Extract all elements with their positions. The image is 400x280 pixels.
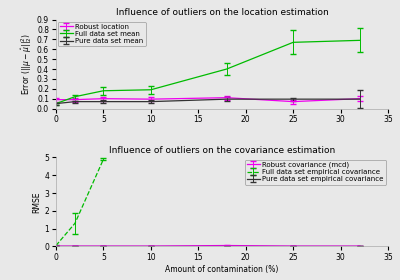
Title: Influence of outliers on the covariance estimation: Influence of outliers on the covariance …: [109, 146, 335, 155]
Title: Influence of outliers on the location estimation: Influence of outliers on the location es…: [116, 8, 328, 17]
Legend: Robust covariance (mcd), Full data set empirical covariance, Pure data set empir: Robust covariance (mcd), Full data set e…: [245, 160, 386, 185]
Y-axis label: RMSE: RMSE: [32, 191, 42, 213]
X-axis label: Amount of contamination (%): Amount of contamination (%): [165, 265, 279, 274]
Legend: Robust location, Full data set mean, Pure data set mean: Robust location, Full data set mean, Pur…: [58, 22, 146, 46]
Y-axis label: Error ($||\mu - \hat{\mu}||_2^2$): Error ($||\mu - \hat{\mu}||_2^2$): [19, 33, 34, 95]
